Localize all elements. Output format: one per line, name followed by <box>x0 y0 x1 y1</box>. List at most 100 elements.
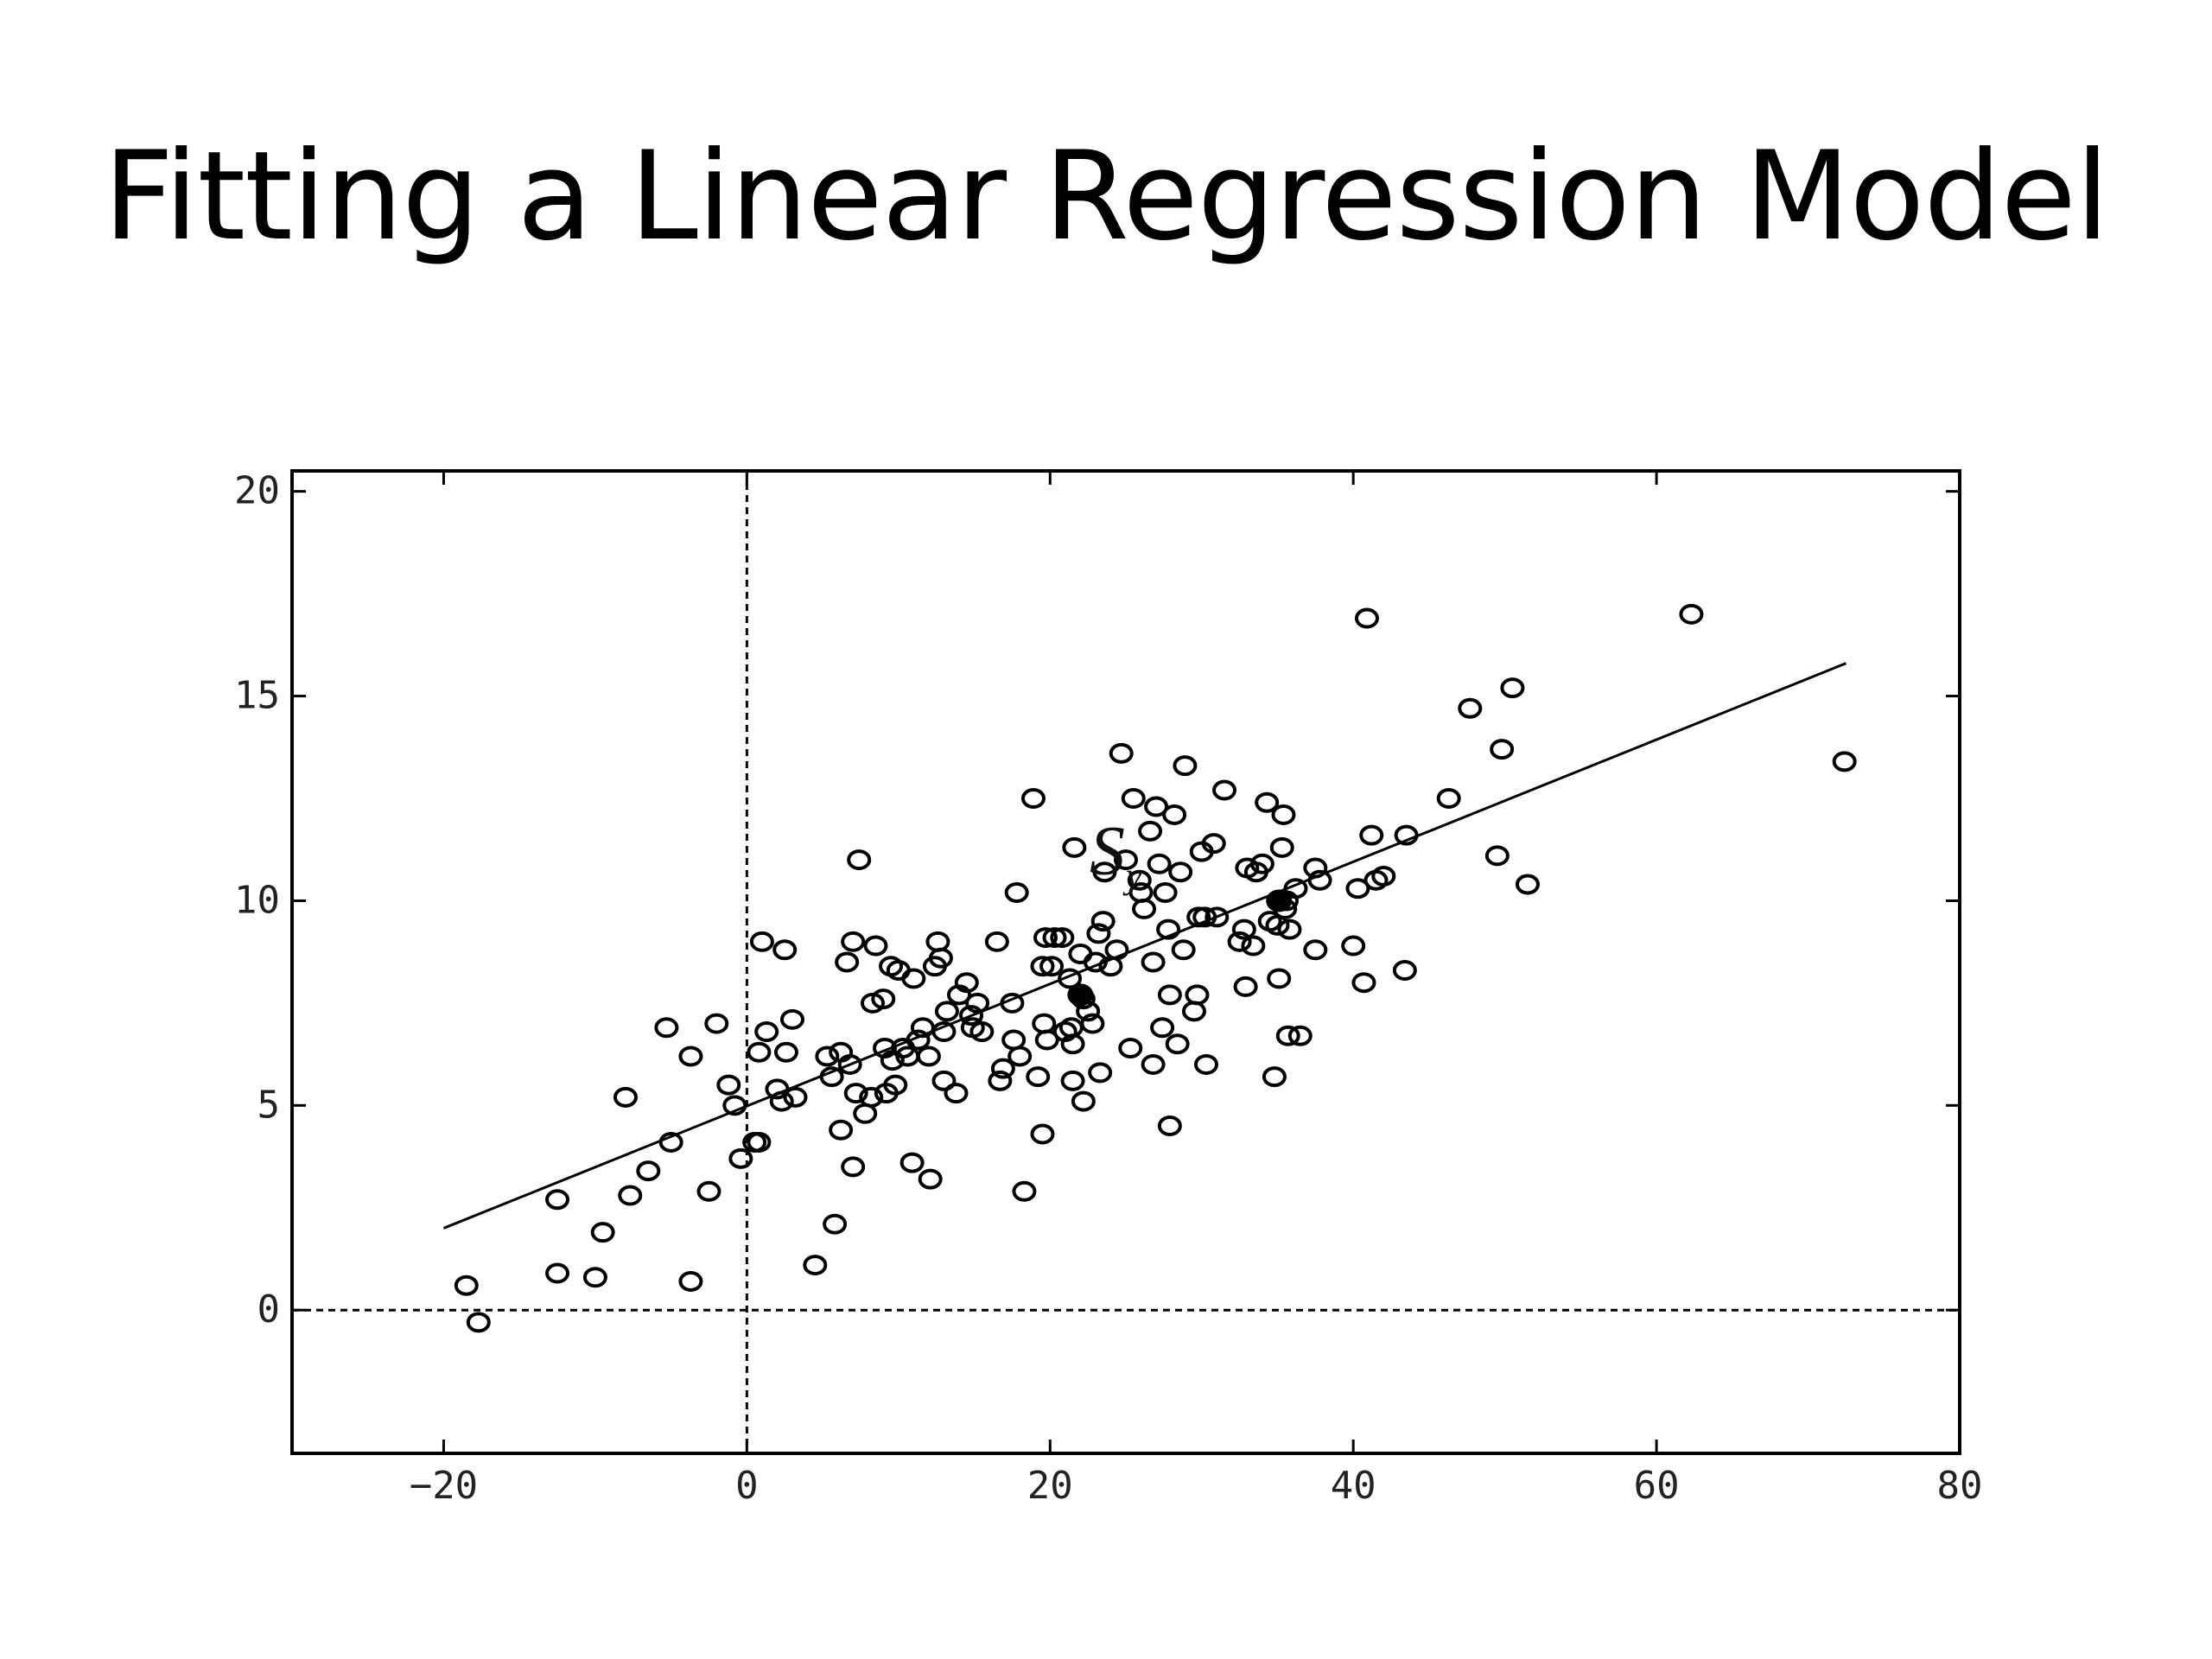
data-point <box>613 1086 638 1108</box>
y-tick-label: 20 <box>234 469 280 513</box>
data-point <box>704 1013 729 1034</box>
slide-title: Fitting a Linear Regression Model <box>103 125 2110 268</box>
data-point <box>1201 833 1226 855</box>
data-point <box>883 1074 908 1096</box>
data-point <box>1153 881 1178 903</box>
regression-line-group <box>442 662 1847 1230</box>
x-tick-label: 60 <box>1634 1464 1680 1508</box>
data-point <box>654 1017 679 1039</box>
data-point <box>466 1312 491 1333</box>
data-point <box>959 1005 984 1027</box>
x-tick-label: −20 <box>410 1464 478 1508</box>
data-point <box>1090 911 1116 932</box>
data-point <box>841 931 866 952</box>
data-point <box>1173 755 1198 777</box>
data-point <box>1088 1062 1113 1084</box>
data-point <box>918 1168 943 1190</box>
data-point <box>1354 607 1379 629</box>
data-point-solid <box>1266 889 1293 912</box>
data-point <box>1262 1066 1287 1088</box>
data-point <box>901 968 926 989</box>
data-point <box>1050 927 1075 949</box>
data-point <box>1181 1001 1206 1022</box>
data-point <box>835 951 860 973</box>
data-point <box>1205 906 1230 928</box>
data-point <box>1042 927 1067 949</box>
data-point <box>925 931 950 952</box>
data-point <box>1132 898 1157 919</box>
data-point <box>1058 1017 1084 1039</box>
data-point <box>1141 1053 1166 1075</box>
data-point <box>590 1222 615 1243</box>
data-point <box>1086 923 1111 944</box>
tick-labels: −20 0 20 40 60 80 0 5 10 15 20 <box>234 469 1982 1508</box>
data-point <box>944 1083 969 1104</box>
axis-ticks <box>292 471 1961 1453</box>
data-point <box>1114 849 1138 871</box>
data-point <box>1068 944 1093 965</box>
x-tick-label: 20 <box>1027 1464 1073 1508</box>
data-point <box>1231 918 1256 940</box>
data-point <box>1303 857 1328 879</box>
data-point <box>545 1262 570 1284</box>
data-point <box>847 849 872 871</box>
data-point <box>747 1041 772 1063</box>
data-point <box>1071 1090 1096 1112</box>
annotation-subscript: y <box>1122 856 1142 896</box>
data-point <box>1147 853 1172 874</box>
data-point <box>772 939 798 961</box>
data-point <box>1458 697 1483 719</box>
data-point <box>1371 866 1396 887</box>
data-point <box>928 947 953 969</box>
data-point <box>1092 861 1117 883</box>
data-point <box>1026 1066 1051 1088</box>
data-point <box>906 1029 931 1051</box>
data-point <box>1007 1046 1033 1067</box>
data-point <box>841 1156 866 1178</box>
data-point <box>1490 739 1515 760</box>
data-point <box>1060 1070 1085 1091</box>
data-point <box>1192 906 1217 928</box>
data-point <box>754 1021 779 1043</box>
x-tick-label: 0 <box>735 1464 759 1508</box>
data-point <box>1032 1013 1057 1034</box>
data-point <box>823 1213 848 1235</box>
data-point <box>1227 931 1252 952</box>
data-point <box>837 1053 862 1075</box>
data-point <box>1144 796 1169 817</box>
data-point <box>1287 1025 1313 1046</box>
data-point <box>1141 951 1166 973</box>
data-point <box>1168 861 1193 883</box>
data-point <box>749 931 774 952</box>
data-point <box>1267 968 1292 989</box>
data-point <box>1004 881 1029 903</box>
regression-line <box>442 662 1847 1230</box>
data-point <box>716 1074 741 1096</box>
data-point <box>747 1131 772 1153</box>
data-point <box>773 1041 798 1063</box>
data-point <box>1012 1180 1037 1202</box>
data-point <box>1060 1033 1085 1055</box>
data-point <box>769 1090 794 1112</box>
data-point <box>1249 853 1274 874</box>
data-point <box>1277 918 1302 940</box>
scatter-points <box>454 603 1857 1333</box>
data-point <box>678 1271 703 1293</box>
data-point <box>1118 1037 1143 1058</box>
data-point <box>1058 968 1083 989</box>
data-point <box>636 1160 661 1182</box>
data-point <box>1127 869 1152 891</box>
data-point <box>1171 939 1196 961</box>
data-point <box>1307 869 1332 891</box>
annotation-s: S <box>1090 810 1125 889</box>
data-point <box>1034 1029 1059 1051</box>
data-point <box>1241 935 1266 957</box>
data-point <box>1275 1025 1300 1046</box>
y-tick-label: 10 <box>234 878 280 922</box>
data-point-solid <box>1067 983 1094 1007</box>
data-point <box>1109 742 1134 764</box>
data-point <box>1083 951 1108 973</box>
data-point <box>728 1147 753 1169</box>
